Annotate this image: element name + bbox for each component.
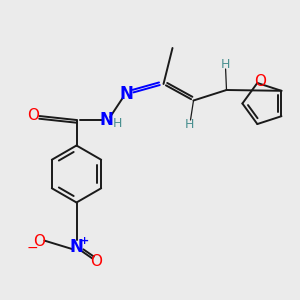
Text: +: +	[80, 236, 88, 246]
Text: N: N	[119, 85, 133, 103]
Text: −: −	[27, 241, 38, 254]
Text: O: O	[90, 254, 102, 268]
Text: H: H	[220, 58, 230, 71]
Text: H: H	[184, 118, 194, 131]
Text: O: O	[27, 108, 39, 123]
Text: N: N	[100, 111, 113, 129]
Text: O: O	[254, 74, 266, 89]
Text: H: H	[113, 117, 123, 130]
Text: N: N	[70, 238, 83, 256]
Text: O: O	[33, 234, 45, 249]
